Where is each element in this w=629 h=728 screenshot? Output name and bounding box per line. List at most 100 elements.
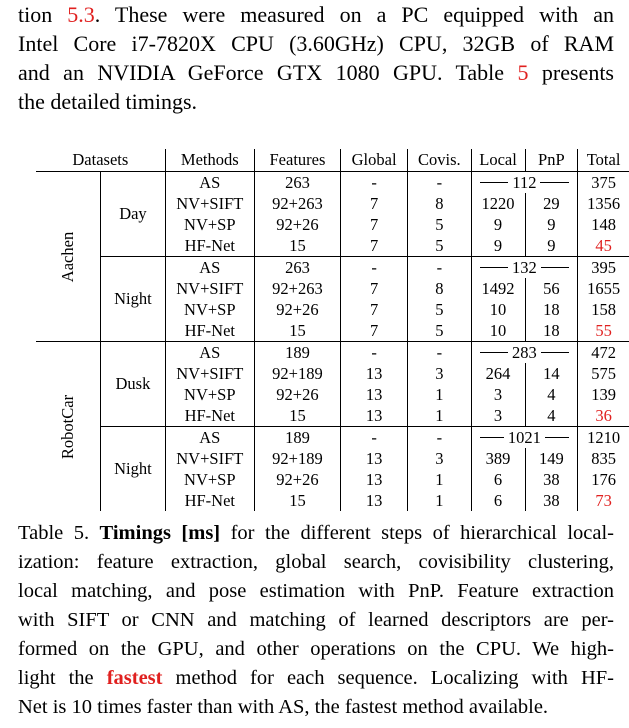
covis-cell: 1 <box>407 384 472 405</box>
method-cell: NV+SIFT <box>165 363 255 384</box>
table-row: NV+SP 92+26 13 1 3 4 139 <box>36 384 629 405</box>
pnp-cell: 4 <box>525 384 579 405</box>
paragraph-text: tion <box>18 2 68 27</box>
timings-table: Datasets Methods Features Global Covis. … <box>36 149 629 511</box>
local-cell: 3 <box>471 405 526 427</box>
caption-label: Table 5. <box>18 522 90 544</box>
sequence-name: Dusk <box>100 341 166 427</box>
features-cell: 15 <box>254 320 342 342</box>
covis-cell: 5 <box>407 235 472 257</box>
section-reference-link[interactable]: 5.3 <box>67 2 95 27</box>
features-cell: 15 <box>254 235 342 257</box>
global-cell: 7 <box>340 193 409 214</box>
covis-cell: 1 <box>407 469 472 490</box>
pnp-cell: 9 <box>525 214 579 235</box>
global-cell: - <box>340 426 409 448</box>
table-row: NV+SP 92+26 7 5 10 18 158 <box>36 299 629 320</box>
pnp-cell: 18 <box>525 320 579 342</box>
total-cell-fastest: 36 <box>595 405 612 425</box>
global-cell: 7 <box>340 278 409 299</box>
table-header-row: Datasets Methods Features Global Covis. … <box>36 149 629 172</box>
local-cell: 10 <box>471 320 526 342</box>
total-cell: 375 <box>577 171 629 193</box>
table-row: HF-Net 15 13 1 6 38 73 <box>36 490 629 511</box>
global-cell: 13 <box>340 405 409 427</box>
caption-fastest-highlight: fastest <box>106 667 163 689</box>
header-datasets: Datasets <box>36 149 166 172</box>
pnp-cell: 38 <box>525 469 579 490</box>
total-cell: 472 <box>577 341 629 363</box>
covis-cell: 1 <box>407 490 472 511</box>
features-cell: 92+189 <box>254 448 342 469</box>
local-pnp-value: 112 <box>476 173 574 193</box>
features-cell: 263 <box>254 256 342 278</box>
dataset-label-cell: Aachen <box>36 171 102 342</box>
local-cell: 389 <box>471 448 526 469</box>
table-row: NV+SIFT 92+189 13 3 264 14 575 <box>36 363 629 384</box>
covis-cell: - <box>407 171 472 193</box>
covis-cell: 5 <box>407 320 472 342</box>
table-reference-link[interactable]: 5 <box>517 60 529 85</box>
pnp-cell: 14 <box>525 363 579 384</box>
local-cell: 264 <box>471 363 526 384</box>
pnp-cell: 29 <box>525 193 579 214</box>
method-cell: NV+SP <box>165 214 255 235</box>
method-cell: HF-Net <box>165 405 255 427</box>
local-pnp-merged-cell: 112 <box>471 171 579 193</box>
local-pnp-value: 132 <box>476 258 574 278</box>
caption-line: ization: feature extraction, global sear… <box>18 551 614 573</box>
features-cell: 92+26 <box>254 214 342 235</box>
covis-cell: 8 <box>407 193 472 214</box>
pnp-cell: 38 <box>525 490 579 511</box>
paragraph-line: tion 5.3. These were measured on a PC eq… <box>18 0 614 29</box>
header-global: Global <box>340 149 409 172</box>
global-cell: 13 <box>340 490 409 511</box>
caption-text: for the different steps of hierarchical … <box>220 522 615 544</box>
paragraph-line: the detailed timings. <box>18 89 198 114</box>
caption-title: Timings [ms] <box>99 522 221 544</box>
covis-cell: 1 <box>407 405 472 427</box>
features-cell: 15 <box>254 490 342 511</box>
local-pnp-value: 283 <box>476 343 574 363</box>
caption-line: light the fastest method for each sequen… <box>18 664 614 693</box>
total-cell-fastest: 73 <box>595 490 612 510</box>
covis-cell: 5 <box>407 214 472 235</box>
global-cell: 13 <box>340 384 409 405</box>
paragraph-text: and an NVIDIA GeForce GTX 1080 GPU. Tabl… <box>18 60 518 85</box>
features-cell: 189 <box>254 426 342 448</box>
global-cell: 7 <box>340 214 409 235</box>
local-cell: 6 <box>471 490 526 511</box>
total-cell: 1655 <box>587 278 621 298</box>
header-local: Local <box>471 149 526 172</box>
local-cell: 9 <box>471 214 526 235</box>
features-cell: 92+189 <box>254 363 342 384</box>
paragraph-line: and an NVIDIA GeForce GTX 1080 GPU. Tabl… <box>18 58 614 87</box>
features-cell: 92+263 <box>254 278 342 299</box>
features-cell: 15 <box>254 405 342 427</box>
table-row: NV+SIFT 92+263 7 8 1220 29 1356 <box>36 193 629 214</box>
caption-line: Net is 10 times faster than with AS, the… <box>18 696 549 718</box>
table-body: Aachen Day AS 263- -112 375 NV+SIFT 92+263 7 8 122… <box>36 171 629 511</box>
total-cell: 395 <box>577 256 629 278</box>
global-cell: 7 <box>340 235 409 257</box>
local-pnp-merged-cell: 132 <box>471 256 579 278</box>
local-pnp-merged-cell: 283 <box>471 341 579 363</box>
method-cell: NV+SIFT <box>165 278 255 299</box>
header-total: Total <box>577 149 629 172</box>
table-caption: Table 5. Timings [ms] for the different … <box>18 519 614 722</box>
header-features: Features <box>254 149 342 172</box>
features-cell: 189 <box>254 341 342 363</box>
caption-line: with SIFT or CNN and matching of learned… <box>18 609 614 631</box>
table-row: HF-Net 15 7 5 10 18 55 <box>36 320 629 342</box>
total-cell: 1210 <box>577 426 629 448</box>
total-cell-fastest: 55 <box>595 320 612 340</box>
pnp-cell: 149 <box>525 448 579 469</box>
total-cell: 139 <box>591 384 616 404</box>
pnp-cell: 4 <box>525 405 579 427</box>
paragraph-text: presents <box>528 60 614 85</box>
local-cell: 10 <box>471 299 526 320</box>
features-cell: 263 <box>254 171 342 193</box>
method-cell: NV+SIFT <box>165 193 255 214</box>
table-row: Night AS 189- -1021 1210 <box>36 426 629 511</box>
sequence-name: Night <box>100 256 166 342</box>
